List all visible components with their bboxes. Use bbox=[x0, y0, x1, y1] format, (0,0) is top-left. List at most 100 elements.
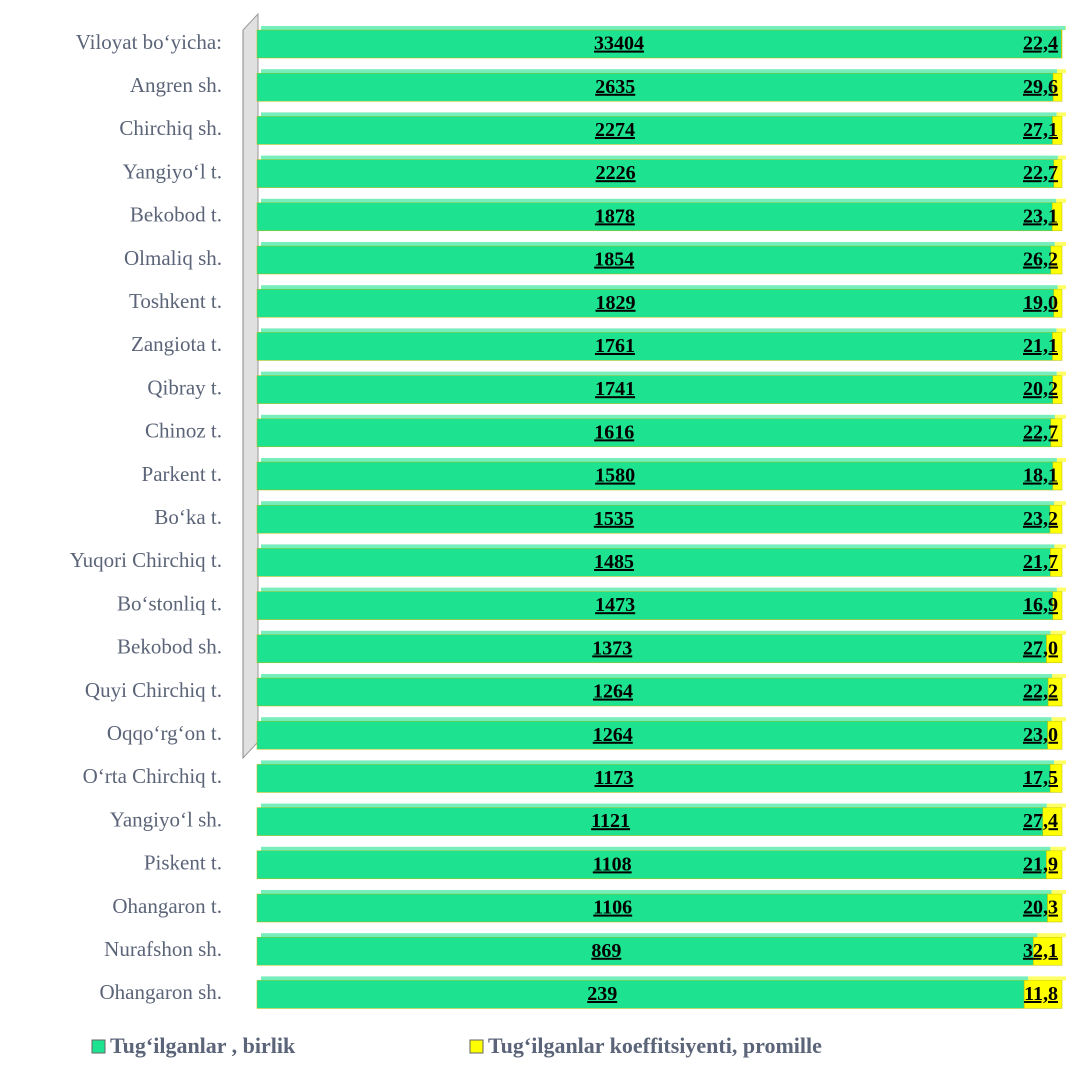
data-label: 18,1 bbox=[1023, 465, 1058, 487]
bar-segment bbox=[257, 678, 1048, 706]
y-tick-label: Chirchiq sh. bbox=[119, 116, 222, 140]
y-tick-label: Yuqori Chirchiq t. bbox=[70, 548, 222, 572]
y-tick-label: Angren sh. bbox=[130, 73, 222, 97]
y-tick-label: Parkent t. bbox=[142, 462, 222, 486]
data-label: 1829 bbox=[596, 292, 636, 314]
bar-segment bbox=[257, 246, 1051, 274]
bar-top bbox=[261, 69, 1057, 73]
bar-top bbox=[1057, 588, 1066, 592]
bar-top bbox=[1052, 717, 1066, 721]
data-label: 2226 bbox=[596, 162, 636, 184]
y-tick-label: O‘rta Chirchiq t. bbox=[83, 764, 222, 788]
data-label: 21,9 bbox=[1023, 853, 1058, 875]
data-label: 23,0 bbox=[1023, 724, 1058, 746]
bar-top bbox=[1050, 631, 1066, 635]
bar-top bbox=[261, 674, 1052, 678]
bar-segment bbox=[257, 462, 1053, 490]
bar-top bbox=[261, 372, 1057, 376]
bar-top bbox=[261, 631, 1050, 635]
legend-label: Tug‘ilganlar , birlik bbox=[110, 1033, 296, 1058]
bar-segment bbox=[257, 764, 1050, 792]
bar-top bbox=[261, 760, 1054, 764]
data-label: 26,2 bbox=[1023, 249, 1058, 271]
bar-segment bbox=[257, 30, 1061, 58]
y-tick-label: Bo‘stonliq t. bbox=[117, 591, 222, 615]
legend-swatch bbox=[470, 1040, 483, 1053]
data-label: 1854 bbox=[594, 249, 634, 271]
bar-top bbox=[261, 328, 1056, 332]
bar-top bbox=[261, 501, 1054, 505]
bar-segment bbox=[257, 116, 1053, 144]
data-label: 19,0 bbox=[1023, 292, 1058, 314]
data-label: 32,1 bbox=[1023, 940, 1058, 962]
bar-top bbox=[1054, 544, 1066, 548]
data-label: 16,9 bbox=[1023, 594, 1058, 616]
bar-top bbox=[1052, 674, 1066, 678]
bar-top bbox=[1065, 26, 1066, 30]
bar-top bbox=[261, 976, 1028, 980]
bar-top bbox=[1057, 372, 1066, 376]
bar-segment bbox=[257, 419, 1051, 447]
bar-segment bbox=[257, 980, 1024, 1008]
data-label: 23,1 bbox=[1023, 205, 1058, 227]
data-label: 17,5 bbox=[1023, 767, 1058, 789]
bar-segment bbox=[257, 332, 1052, 360]
bar-top bbox=[261, 285, 1058, 289]
y-tick-label: Nurafshon sh. bbox=[104, 937, 222, 961]
bar-segment bbox=[257, 73, 1053, 101]
data-label: 29,6 bbox=[1023, 76, 1058, 98]
data-label: 239 bbox=[587, 983, 617, 1005]
y-tick-label: Ohangaron t. bbox=[112, 894, 222, 918]
bar-segment bbox=[257, 635, 1046, 663]
bar-top bbox=[1054, 760, 1066, 764]
bar-top bbox=[261, 156, 1058, 160]
bar-top bbox=[261, 544, 1054, 548]
bar-top bbox=[261, 242, 1055, 246]
data-label: 2635 bbox=[595, 76, 635, 98]
data-label: 1535 bbox=[594, 508, 634, 530]
bar-top bbox=[261, 415, 1055, 419]
data-label: 33404 bbox=[594, 33, 644, 55]
bar-top bbox=[261, 847, 1050, 851]
bar-top bbox=[1057, 458, 1066, 462]
bar-top bbox=[261, 458, 1057, 462]
bar-top bbox=[1028, 976, 1066, 980]
data-label: 1473 bbox=[595, 594, 635, 616]
y-tick-label: Chinoz t. bbox=[145, 419, 222, 443]
data-label: 20,2 bbox=[1023, 378, 1058, 400]
bar-segment bbox=[257, 851, 1046, 879]
chart-wall bbox=[243, 14, 258, 758]
data-label: 11,8 bbox=[1024, 983, 1058, 1005]
data-label: 27,1 bbox=[1023, 119, 1058, 141]
y-tick-label: Bo‘ka t. bbox=[154, 505, 222, 529]
data-label: 1761 bbox=[595, 335, 635, 357]
bar-top bbox=[1055, 415, 1066, 419]
data-label: 1106 bbox=[593, 897, 632, 919]
bar-top bbox=[1050, 847, 1066, 851]
bar-top bbox=[1057, 69, 1066, 73]
data-label: 21,7 bbox=[1023, 551, 1058, 573]
data-label: 1264 bbox=[593, 681, 633, 703]
data-label: 23,2 bbox=[1023, 508, 1058, 530]
legend-label: Tug‘ilganlar koeffitsiyenti, promille bbox=[488, 1033, 822, 1058]
y-tick-label: Viloyat bo‘yicha: bbox=[76, 30, 222, 54]
data-label: 1373 bbox=[592, 637, 632, 659]
data-label: 22,7 bbox=[1023, 421, 1058, 443]
bar-top bbox=[1037, 933, 1066, 937]
bar-top bbox=[1051, 890, 1066, 894]
data-label: 1121 bbox=[591, 810, 630, 832]
bar-segment bbox=[257, 203, 1052, 231]
bar-top bbox=[1058, 285, 1066, 289]
bar-top bbox=[261, 933, 1037, 937]
y-tick-label: Toshkent t. bbox=[129, 289, 222, 313]
data-label: 27,0 bbox=[1023, 637, 1058, 659]
chart: Viloyat bo‘yicha:3340422,4Angren sh.2635… bbox=[0, 0, 1082, 1077]
bar-top bbox=[1055, 242, 1066, 246]
bar-top bbox=[1047, 804, 1066, 808]
bar-segment bbox=[257, 376, 1053, 404]
y-tick-label: Bekobod t. bbox=[130, 203, 222, 227]
bar-segment bbox=[257, 894, 1047, 922]
data-label: 1878 bbox=[595, 205, 635, 227]
data-label: 1108 bbox=[593, 853, 632, 875]
y-tick-label: Bekobod sh. bbox=[117, 635, 222, 659]
